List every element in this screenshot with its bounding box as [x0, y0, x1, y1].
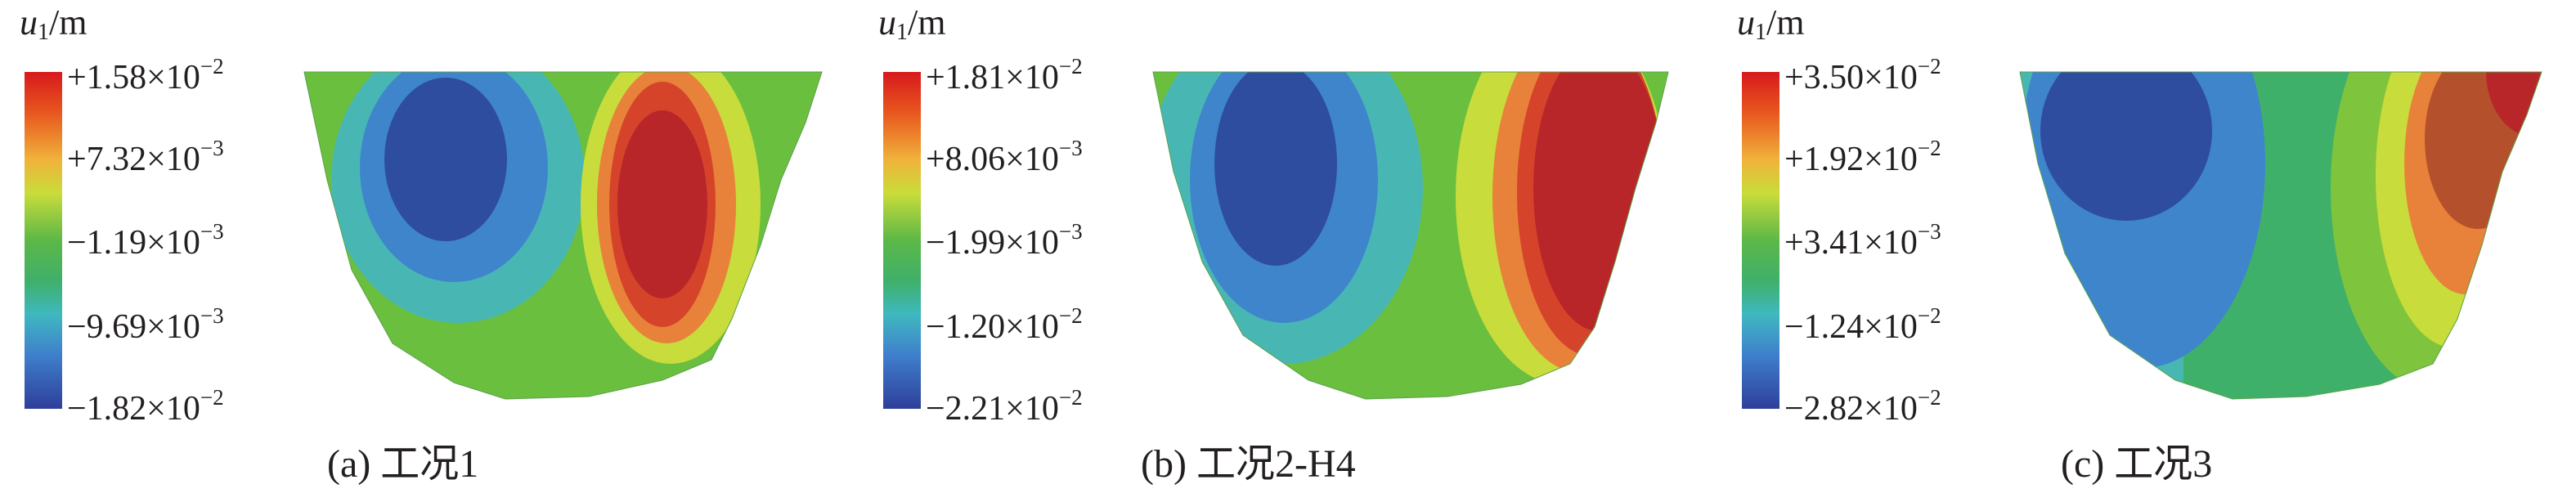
valley-section [2020, 72, 2542, 399]
panel-c: u1/m +3.50×10−2 +1.92×10−2 +3.41×10−3 −1… [1717, 0, 2576, 502]
legend-colorbar [1742, 72, 1779, 409]
panel-caption: (b) 工况2-H4 [1141, 442, 1356, 486]
legend-colorbar [883, 72, 921, 409]
valley-section [1153, 72, 1668, 399]
legend-tick: +1.58×10−2 [67, 54, 224, 96]
contour-plot [1742, 71, 2542, 409]
legend-unit-label: u1/m [878, 2, 946, 45]
legend-tick: +7.32×10−3 [67, 136, 224, 178]
legend-tick: −1.20×10−2 [926, 303, 1083, 346]
legend-unit-label: u1/m [1737, 2, 1805, 45]
legend-tick: −9.69×10−3 [67, 303, 224, 346]
legend-tick: −1.19×10−3 [67, 219, 224, 262]
legend-tick: −1.24×10−2 [1784, 303, 1941, 346]
legend-tick: +3.50×10−2 [1784, 54, 1941, 96]
panel-a: u1/m +1.58×10−2 +7.32×10−3 −1.19×10−3 −9… [0, 0, 859, 502]
legend-tick: −1.99×10−3 [926, 219, 1083, 262]
panel-caption: (c) 工况3 [2061, 442, 2213, 486]
legend-tick: −2.82×10−2 [1784, 385, 1941, 428]
legend-tick: −1.82×10−2 [67, 385, 224, 428]
panel-caption: (a) 工况1 [327, 442, 479, 486]
legend-tick: +8.06×10−3 [926, 136, 1083, 178]
legend-tick: −2.21×10−2 [926, 385, 1083, 428]
legend-colorbar [25, 72, 62, 409]
panel-b: u1/m +1.81×10−2 +8.06×10−3 −1.99×10−3 −1… [859, 0, 1717, 502]
legend-tick: +1.92×10−2 [1784, 136, 1941, 178]
contour-plot [883, 71, 1669, 409]
legend-unit-label: u1/m [20, 2, 88, 45]
valley-section [304, 72, 822, 399]
contour-plot [25, 71, 823, 409]
legend-tick: +1.81×10−2 [926, 54, 1083, 96]
legend-tick: +3.41×10−3 [1784, 219, 1941, 262]
